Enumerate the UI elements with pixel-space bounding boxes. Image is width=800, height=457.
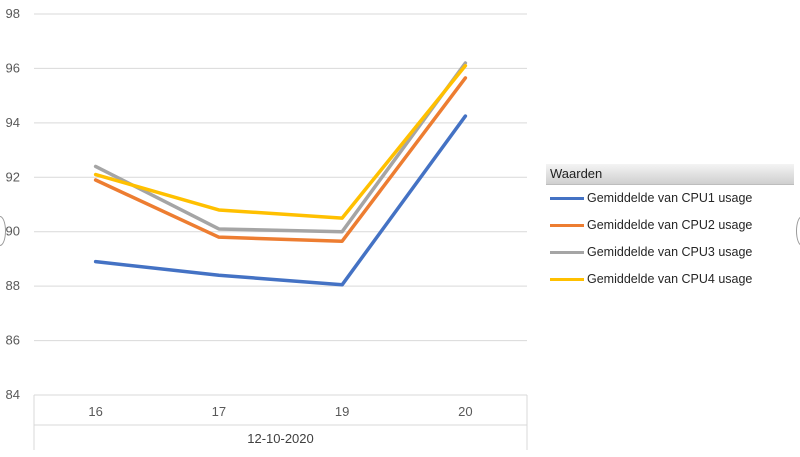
legend-label: Gemiddelde van CPU2 usage — [587, 218, 753, 232]
legend-label: Gemiddelde van CPU1 usage — [587, 191, 753, 205]
legend-swatch — [550, 197, 584, 200]
series-line-cpu1[interactable] — [93, 114, 468, 287]
legend: Waarden Gemiddelde van CPU1 usage Gemidde… — [546, 164, 794, 293]
legend-item-cpu1[interactable]: Gemiddelde van CPU1 usage — [546, 185, 794, 212]
series-lines — [93, 61, 468, 287]
legend-label: Gemiddelde van CPU3 usage — [587, 245, 753, 259]
x-tick-label-20: 20 — [458, 404, 472, 419]
x-tick-label-16: 16 — [88, 404, 102, 419]
legend-item-cpu4[interactable]: Gemiddelde van CPU4 usage — [546, 266, 794, 293]
legend-title[interactable]: Waarden — [546, 164, 794, 185]
legend-items: Gemiddelde van CPU1 usage Gemiddelde van … — [546, 185, 794, 293]
y-tick-label-92: 92 — [6, 169, 20, 184]
legend-swatch — [550, 224, 584, 227]
y-tick-label-84: 84 — [6, 387, 20, 402]
legend-label: Gemiddelde van CPU4 usage — [587, 272, 753, 286]
series-line-cpu3[interactable] — [93, 61, 468, 234]
legend-item-cpu2[interactable]: Gemiddelde van CPU2 usage — [546, 212, 794, 239]
y-tick-label-98: 98 — [6, 6, 20, 21]
legend-swatch — [550, 278, 584, 281]
y-tick-label-94: 94 — [6, 115, 20, 130]
y-tick-label-96: 96 — [6, 60, 20, 75]
x-tick-label-19: 19 — [335, 404, 349, 419]
y-tick-label-88: 88 — [6, 278, 20, 293]
y-tick-label-90: 90 — [6, 224, 20, 239]
x-tick-label-17: 17 — [212, 404, 226, 419]
gridlines — [34, 13, 527, 396]
x-axis-group-label: 12-10-2020 — [247, 431, 314, 446]
legend-item-cpu3[interactable]: Gemiddelde van CPU3 usage — [546, 239, 794, 266]
series-line-cpu4[interactable] — [93, 63, 468, 220]
y-tick-label-86: 86 — [6, 333, 20, 348]
category-axis-frame — [33, 395, 528, 450]
y-axis-ticks: 84 86 88 90 92 94 96 98 — [6, 6, 20, 402]
legend-swatch — [550, 251, 584, 254]
series-line-cpu2[interactable] — [93, 76, 468, 243]
x-axis-ticks: 16 17 19 20 — [88, 404, 472, 419]
